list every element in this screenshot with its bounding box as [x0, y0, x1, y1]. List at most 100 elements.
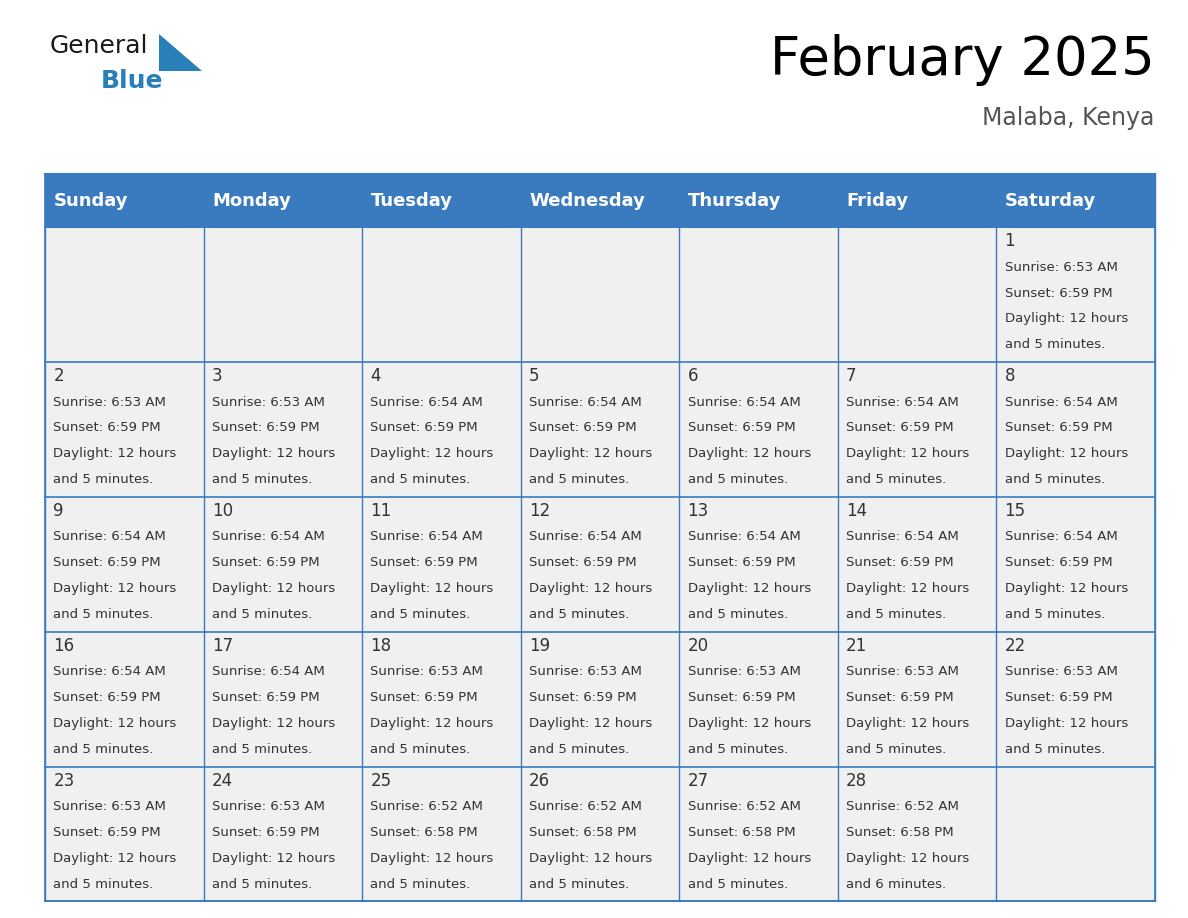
- Text: Sunset: 6:59 PM: Sunset: 6:59 PM: [529, 421, 637, 434]
- Text: Daylight: 12 hours: Daylight: 12 hours: [846, 582, 969, 596]
- Text: 25: 25: [371, 772, 392, 790]
- Bar: [45, 174, 203, 227]
- Text: Daylight: 12 hours: Daylight: 12 hours: [529, 717, 652, 731]
- Text: Tuesday: Tuesday: [371, 192, 453, 209]
- Text: Sunset: 6:59 PM: Sunset: 6:59 PM: [53, 826, 162, 839]
- Text: and 5 minutes.: and 5 minutes.: [53, 474, 153, 487]
- Text: Daylight: 12 hours: Daylight: 12 hours: [53, 717, 177, 731]
- Text: Monday: Monday: [211, 192, 291, 209]
- Bar: [362, 174, 520, 227]
- Bar: [203, 174, 362, 227]
- Text: and 5 minutes.: and 5 minutes.: [211, 744, 312, 756]
- Text: Daylight: 12 hours: Daylight: 12 hours: [1005, 447, 1127, 461]
- Text: Daylight: 12 hours: Daylight: 12 hours: [211, 852, 335, 866]
- Text: and 5 minutes.: and 5 minutes.: [688, 474, 788, 487]
- Bar: [203, 632, 362, 767]
- Text: Sunrise: 6:53 AM: Sunrise: 6:53 AM: [211, 396, 324, 409]
- Text: February 2025: February 2025: [770, 34, 1155, 86]
- Text: Sunset: 6:59 PM: Sunset: 6:59 PM: [846, 421, 954, 434]
- Text: 12: 12: [529, 502, 550, 521]
- Text: 11: 11: [371, 502, 392, 521]
- Text: Daylight: 12 hours: Daylight: 12 hours: [529, 447, 652, 461]
- Text: Sunrise: 6:53 AM: Sunrise: 6:53 AM: [53, 396, 166, 409]
- Text: and 5 minutes.: and 5 minutes.: [371, 609, 470, 621]
- Bar: [680, 227, 838, 362]
- Text: Daylight: 12 hours: Daylight: 12 hours: [371, 852, 494, 866]
- Text: Sunrise: 6:53 AM: Sunrise: 6:53 AM: [846, 666, 959, 678]
- Text: Daylight: 12 hours: Daylight: 12 hours: [1005, 717, 1127, 731]
- Text: and 5 minutes.: and 5 minutes.: [371, 744, 470, 756]
- Text: Daylight: 12 hours: Daylight: 12 hours: [211, 582, 335, 596]
- Text: Thursday: Thursday: [688, 192, 781, 209]
- Text: 2: 2: [53, 367, 64, 386]
- Text: Sunrise: 6:53 AM: Sunrise: 6:53 AM: [211, 800, 324, 813]
- Bar: [520, 362, 680, 497]
- Text: 14: 14: [846, 502, 867, 521]
- Bar: [203, 227, 362, 362]
- Text: and 5 minutes.: and 5 minutes.: [846, 474, 947, 487]
- Text: Sunset: 6:59 PM: Sunset: 6:59 PM: [1005, 556, 1112, 569]
- Text: Sunrise: 6:54 AM: Sunrise: 6:54 AM: [371, 531, 484, 543]
- Bar: [680, 174, 838, 227]
- Text: Sunset: 6:59 PM: Sunset: 6:59 PM: [371, 691, 478, 704]
- Text: Sunday: Sunday: [53, 192, 128, 209]
- Text: 4: 4: [371, 367, 381, 386]
- Text: Daylight: 12 hours: Daylight: 12 hours: [53, 852, 177, 866]
- Text: 24: 24: [211, 772, 233, 790]
- Text: Wednesday: Wednesday: [529, 192, 645, 209]
- Bar: [838, 174, 997, 227]
- Text: Sunrise: 6:54 AM: Sunrise: 6:54 AM: [688, 531, 801, 543]
- Text: 21: 21: [846, 637, 867, 655]
- Text: and 5 minutes.: and 5 minutes.: [53, 609, 153, 621]
- Text: Sunset: 6:59 PM: Sunset: 6:59 PM: [371, 421, 478, 434]
- Text: Friday: Friday: [846, 192, 908, 209]
- Text: Daylight: 12 hours: Daylight: 12 hours: [846, 447, 969, 461]
- Text: Sunset: 6:59 PM: Sunset: 6:59 PM: [1005, 421, 1112, 434]
- Text: Sunrise: 6:53 AM: Sunrise: 6:53 AM: [53, 800, 166, 813]
- Bar: [45, 497, 203, 632]
- Text: 23: 23: [53, 772, 75, 790]
- Text: Sunset: 6:59 PM: Sunset: 6:59 PM: [1005, 286, 1112, 299]
- Text: and 5 minutes.: and 5 minutes.: [211, 879, 312, 891]
- Bar: [838, 632, 997, 767]
- Text: Sunset: 6:59 PM: Sunset: 6:59 PM: [211, 826, 320, 839]
- Bar: [680, 497, 838, 632]
- Text: 6: 6: [688, 367, 699, 386]
- Text: Daylight: 12 hours: Daylight: 12 hours: [53, 447, 177, 461]
- Text: 8: 8: [1005, 367, 1015, 386]
- Text: and 5 minutes.: and 5 minutes.: [529, 879, 630, 891]
- Text: Sunset: 6:59 PM: Sunset: 6:59 PM: [529, 556, 637, 569]
- Text: Daylight: 12 hours: Daylight: 12 hours: [1005, 582, 1127, 596]
- Bar: [45, 362, 203, 497]
- Bar: [203, 767, 362, 901]
- Text: Sunset: 6:59 PM: Sunset: 6:59 PM: [53, 421, 162, 434]
- Text: and 5 minutes.: and 5 minutes.: [371, 474, 470, 487]
- Text: and 5 minutes.: and 5 minutes.: [688, 609, 788, 621]
- Text: and 5 minutes.: and 5 minutes.: [846, 609, 947, 621]
- Text: and 5 minutes.: and 5 minutes.: [846, 744, 947, 756]
- Bar: [838, 227, 997, 362]
- Text: Sunrise: 6:54 AM: Sunrise: 6:54 AM: [529, 396, 642, 409]
- Text: Sunrise: 6:52 AM: Sunrise: 6:52 AM: [688, 800, 801, 813]
- Text: Sunrise: 6:53 AM: Sunrise: 6:53 AM: [529, 666, 642, 678]
- Bar: [362, 767, 520, 901]
- Text: 15: 15: [1005, 502, 1025, 521]
- Text: 3: 3: [211, 367, 222, 386]
- Bar: [997, 632, 1155, 767]
- Text: Sunrise: 6:53 AM: Sunrise: 6:53 AM: [688, 666, 801, 678]
- Text: Sunrise: 6:54 AM: Sunrise: 6:54 AM: [53, 531, 166, 543]
- Text: 18: 18: [371, 637, 392, 655]
- Text: Sunset: 6:58 PM: Sunset: 6:58 PM: [688, 826, 795, 839]
- Text: Sunset: 6:59 PM: Sunset: 6:59 PM: [688, 556, 795, 569]
- Text: Sunset: 6:59 PM: Sunset: 6:59 PM: [53, 691, 162, 704]
- Text: and 6 minutes.: and 6 minutes.: [846, 879, 946, 891]
- Text: Sunrise: 6:52 AM: Sunrise: 6:52 AM: [371, 800, 484, 813]
- Bar: [45, 174, 1155, 901]
- Bar: [997, 227, 1155, 362]
- Text: Sunset: 6:59 PM: Sunset: 6:59 PM: [371, 556, 478, 569]
- Text: Sunrise: 6:52 AM: Sunrise: 6:52 AM: [846, 800, 959, 813]
- Text: Daylight: 12 hours: Daylight: 12 hours: [371, 447, 494, 461]
- Text: Sunset: 6:59 PM: Sunset: 6:59 PM: [1005, 691, 1112, 704]
- Text: Daylight: 12 hours: Daylight: 12 hours: [529, 582, 652, 596]
- Bar: [997, 362, 1155, 497]
